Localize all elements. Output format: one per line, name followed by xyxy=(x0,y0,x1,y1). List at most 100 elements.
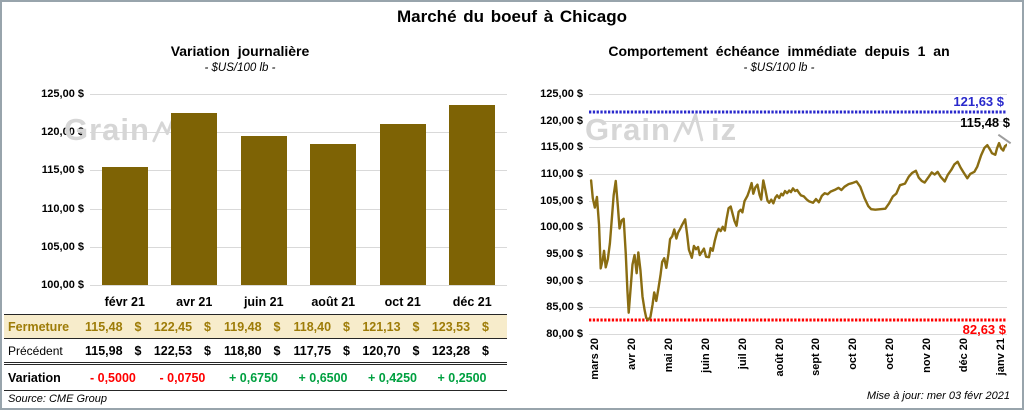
bar-group xyxy=(90,94,507,285)
y-tick-label: 110,00 $ xyxy=(540,167,583,180)
gridline xyxy=(589,120,1007,122)
gridline xyxy=(589,173,1007,175)
variation-value: + 0,6750 xyxy=(229,370,279,385)
y-tick-label: 90,00 $ xyxy=(546,274,583,287)
month-header: déc 21 xyxy=(452,295,492,309)
bar-slot xyxy=(229,94,299,285)
x-tick-label: janv 21 xyxy=(994,338,1007,376)
variation-value: - 0,5000 xyxy=(90,370,136,385)
watermark-text: Grain xyxy=(585,112,671,147)
right-chart-subtitle: - $US/100 lb - xyxy=(743,62,815,74)
gridline xyxy=(589,253,1007,255)
price-line-svg xyxy=(589,94,1007,334)
price-number: 118,80 xyxy=(224,343,262,358)
price-number: 115,48 xyxy=(85,319,123,334)
currency-sign: $ xyxy=(134,319,142,334)
price-line xyxy=(591,143,1007,320)
bar-slot xyxy=(438,94,508,285)
x-tick-label: nov 20 xyxy=(921,338,934,373)
x-tick-label: avr 20 xyxy=(625,338,638,370)
currency-sign: $ xyxy=(273,343,281,358)
price-value: 122,53 $ xyxy=(154,343,230,358)
gridline xyxy=(589,334,1007,335)
currency-sign: $ xyxy=(204,343,211,358)
y-tick-label: 125,00 $ xyxy=(540,88,583,100)
x-tick-label: août 20 xyxy=(773,338,786,377)
right-y-axis: 125,00 $ 120,00 $ 115,00 $ 110,00 $ 105,00 $… xyxy=(508,88,583,340)
price-value: 118,80 $ xyxy=(224,343,299,358)
resistance-label: 121,63 $ xyxy=(953,94,1004,109)
gridline xyxy=(589,94,1007,95)
price-value: 115,98 $ xyxy=(85,344,160,358)
y-tick-label: 115,00 $ xyxy=(41,164,84,177)
price-number: 122,45 xyxy=(153,319,193,334)
x-tick-label: mars 20 xyxy=(589,338,601,380)
x-tick-label: oct 20 xyxy=(847,338,860,370)
table-row-variation: Variation - 0,5000 - 0,0750 + 0,6750 + 0,650… xyxy=(4,365,507,391)
x-tick-label: oct 20 xyxy=(884,338,897,370)
right-line-chart: Grain iz xyxy=(585,94,1007,335)
gridline xyxy=(589,147,1007,149)
last-price-label: 115,48 $ xyxy=(960,115,1010,130)
bar-oct-21 xyxy=(379,123,426,285)
x-tick-label: mai 20 xyxy=(662,338,675,373)
price-value: 119,48 $ xyxy=(224,319,299,334)
y-tick-label: 85,00 $ xyxy=(546,301,583,314)
x-tick-label: juil 20 xyxy=(736,338,749,370)
month-header: oct 21 xyxy=(384,295,421,309)
watermark-text: iz xyxy=(710,112,738,147)
price-number: 122,53 xyxy=(153,343,193,358)
row-label: Précédent xyxy=(8,343,63,358)
bar-août-21 xyxy=(310,144,357,285)
bar-slot xyxy=(368,94,438,285)
x-tick-label: déc 20 xyxy=(958,338,971,373)
price-number: 123,53 xyxy=(431,319,471,334)
price-number: 118,40 xyxy=(293,319,332,334)
currency-sign: $ xyxy=(204,319,211,334)
y-tick-label: 100,00 $ xyxy=(540,221,583,234)
price-value: 117,75 $ xyxy=(294,343,369,358)
bar-avr-21 xyxy=(171,113,218,285)
currency-sign: $ xyxy=(343,343,350,358)
x-tick-label: sept 20 xyxy=(810,338,823,376)
right-chart-title: Comportement échéance immédiate depuis 1… xyxy=(608,43,950,59)
y-tick-label: 120,00 $ xyxy=(540,114,583,127)
gridline xyxy=(589,280,1007,282)
grainwiz-watermark-icon: Grain iz xyxy=(585,112,737,148)
price-value: 122,45 $ xyxy=(154,319,230,334)
table-header-row: févr 21 avr 21 juin 21 août 21 oct 21 déc 21 xyxy=(4,292,507,312)
currency-sign: $ xyxy=(412,343,420,358)
y-tick-label: 105,00 $ xyxy=(540,194,583,207)
y-tick-label: 95,00 $ xyxy=(546,247,583,260)
bar-slot xyxy=(299,94,369,285)
update-note: Mise à jour: mer 03 févr 2021 xyxy=(866,390,1010,402)
price-number: 120,70 xyxy=(362,343,401,358)
watermark-zigzag-icon xyxy=(673,113,704,143)
price-value: 115,48 $ xyxy=(85,319,160,334)
y-tick-label: 105,00 $ xyxy=(41,240,84,253)
currency-sign: $ xyxy=(273,319,281,334)
price-value: 121,13 $ xyxy=(362,320,438,334)
price-number: 117,75 xyxy=(293,343,332,358)
y-tick-label: 110,00 $ xyxy=(41,202,84,215)
x-tick-label: juin 20 xyxy=(699,338,712,373)
price-value: 120,70 $ xyxy=(362,343,438,358)
price-number: 123,28 xyxy=(431,343,471,358)
gridline xyxy=(90,246,507,248)
table-row-fermeture: Fermeture 115,48 $122,45 $119,48 $118,40 $121… xyxy=(4,314,507,339)
gridline xyxy=(589,200,1007,202)
variation-value: - 0,0750 xyxy=(159,370,206,385)
gridline xyxy=(90,208,507,210)
price-number: 121,13 xyxy=(362,319,401,334)
price-value: 118,40 $ xyxy=(294,320,369,334)
variation-value: + 0,4250 xyxy=(368,370,418,385)
bar-juin-21 xyxy=(240,136,287,285)
y-tick-label: 120,00 $ xyxy=(41,126,84,139)
support-label: 82,63 $ xyxy=(962,322,1006,337)
y-tick-label: 80,00 $ xyxy=(546,328,583,340)
gridline xyxy=(90,285,507,286)
month-header: août 21 xyxy=(311,295,356,309)
month-header: févr 21 xyxy=(104,295,145,309)
